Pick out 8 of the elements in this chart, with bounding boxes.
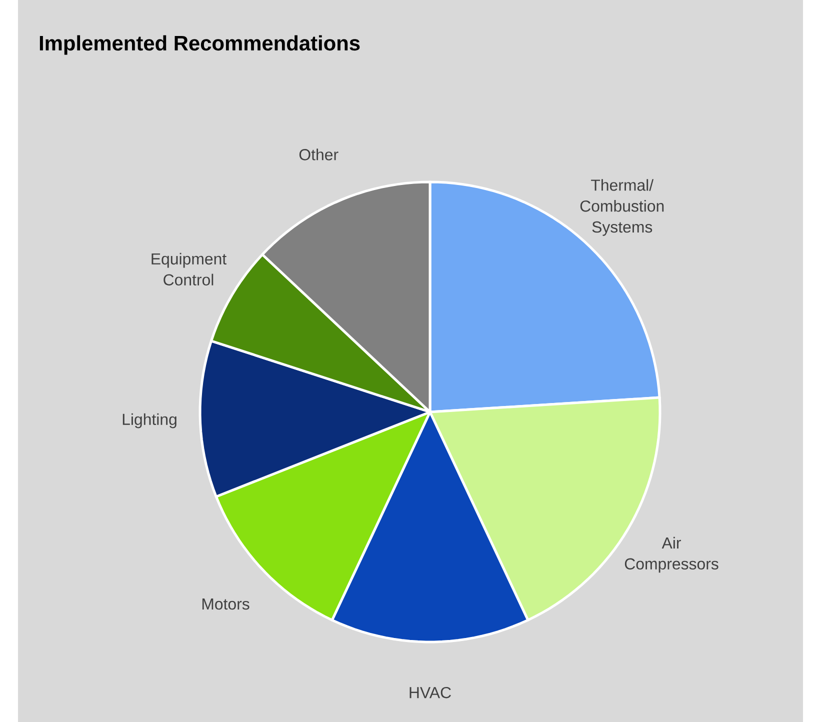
slice-label: HVAC (410, 686, 451, 698)
slice-label: Other (299, 148, 338, 160)
slice-label: Motors (202, 598, 250, 610)
slice-label: Lighting (122, 413, 176, 428)
slice-label: Air Compressors (624, 536, 718, 573)
slice-label: Equipment Control (152, 252, 226, 286)
chart-title: Implemented Recommendations (40, 35, 360, 55)
slice-label: Thermal/ Combustion Systems (580, 179, 664, 236)
